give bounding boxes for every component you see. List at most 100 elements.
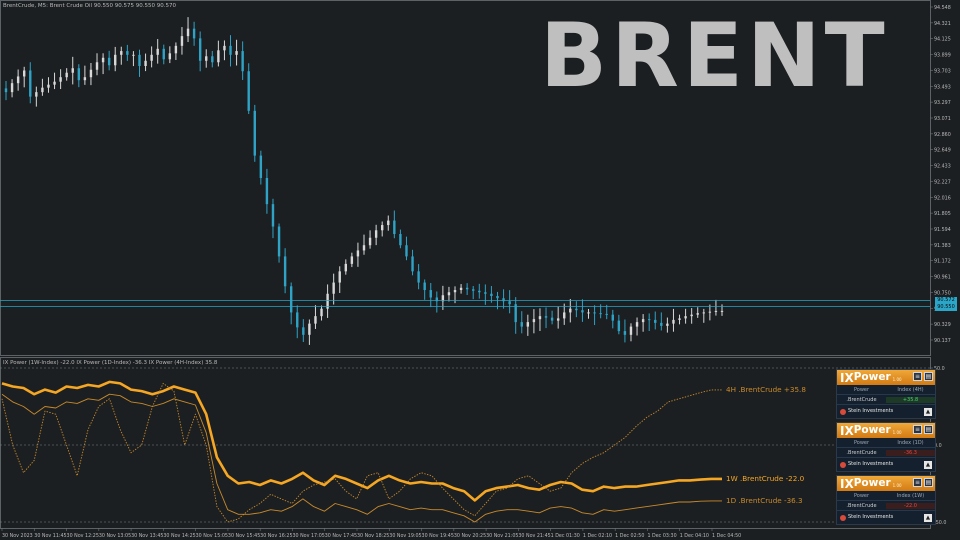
candle-body xyxy=(314,316,317,324)
candle-body xyxy=(514,304,517,323)
logo-power: Power xyxy=(853,424,891,437)
candle-body xyxy=(150,54,153,61)
candle-body xyxy=(107,57,111,66)
candle-body xyxy=(387,220,390,226)
candle-body xyxy=(690,314,693,317)
alert-bell-icon[interactable]: ▲ xyxy=(924,407,932,416)
alert-bell-icon[interactable]: ▲ xyxy=(924,460,932,469)
level-tick-label: 0.0 xyxy=(934,443,942,449)
candle-body xyxy=(581,310,584,313)
candle-body xyxy=(635,322,639,327)
candle-body xyxy=(447,292,451,296)
candle-body xyxy=(344,263,347,272)
panel-header: IX Power 1.00 ≡ ▤ xyxy=(837,476,935,491)
candle-body xyxy=(29,70,32,97)
price-tick-label: 93.703 xyxy=(934,68,951,74)
col-index-header: Index (1W) xyxy=(896,492,925,499)
candle-body xyxy=(332,282,335,294)
brand-name: Stein Investments xyxy=(848,407,894,414)
ix-power-panel-1w[interactable]: IX Power 1.00 ≡ ▤ Power Index (1W) .Bren… xyxy=(836,475,936,525)
candle-body xyxy=(569,308,572,313)
col-index-header: Index (4H) xyxy=(897,386,924,393)
candle-body xyxy=(496,295,499,299)
settings-icon[interactable]: ≡ xyxy=(913,478,922,487)
candle-body xyxy=(156,48,159,55)
candle-body xyxy=(435,297,439,302)
index-value: -36.3 xyxy=(886,449,935,456)
candle-body xyxy=(211,56,214,63)
index-table: Power Index (1D) .BrentCrude -36.3 xyxy=(837,438,935,458)
logo-ix: IX xyxy=(840,476,854,491)
candle-body xyxy=(563,312,566,319)
candle-body xyxy=(405,245,408,257)
candle-body xyxy=(575,308,578,311)
time-tick-label: 30 Nov 12:25 xyxy=(67,533,99,539)
candle-body xyxy=(593,312,596,314)
candle-body xyxy=(429,290,432,298)
candle-body xyxy=(520,322,523,327)
price-tick-label: 92.649 xyxy=(934,148,951,154)
price-tick-label: 92.016 xyxy=(934,195,951,201)
time-tick-label: 30 Nov 21:05 xyxy=(486,533,518,539)
candle-body xyxy=(289,286,293,313)
alert-bell-icon[interactable]: ▲ xyxy=(924,513,932,522)
candle-body xyxy=(641,319,645,323)
minimize-icon[interactable]: ▤ xyxy=(924,425,933,434)
time-tick-label: 30 Nov 13:45 xyxy=(131,533,163,539)
symbol-cell[interactable]: .BrentCrude xyxy=(846,396,877,403)
candle-body xyxy=(465,287,469,290)
time-tick-label: 1 Dec 01:30 xyxy=(551,533,580,539)
settings-icon[interactable]: ≡ xyxy=(913,425,922,434)
index-value: -22.0 xyxy=(886,502,935,509)
candle-body xyxy=(720,310,724,312)
candle-body xyxy=(599,313,602,315)
candle-body xyxy=(198,38,202,61)
series-label-4h: 4H .BrentCrude +35.8 xyxy=(726,385,806,394)
candle-body xyxy=(174,45,178,54)
candle-body xyxy=(556,318,560,321)
candle-body xyxy=(23,70,26,77)
time-tick-label: 30 Nov 17:45 xyxy=(325,533,357,539)
candle-body xyxy=(696,313,699,315)
candle-body xyxy=(308,323,311,335)
price-frame xyxy=(0,0,931,356)
candle-body xyxy=(180,36,184,46)
minimize-icon[interactable]: ▤ xyxy=(924,372,933,381)
candle-body xyxy=(320,308,323,317)
candle-body xyxy=(605,313,608,315)
candle-body xyxy=(684,316,687,319)
symbol-cell[interactable]: .BrentCrude xyxy=(846,502,877,509)
series-label-1d: 1D .BrentCrude -36.3 xyxy=(726,496,803,505)
price-tick-label: 91.805 xyxy=(934,211,951,217)
candle-body xyxy=(235,51,238,55)
candle-body xyxy=(544,316,548,318)
candle-body xyxy=(265,178,269,205)
ix-power-panel-1d[interactable]: IX Power 1.00 ≡ ▤ Power Index (1D) .Bren… xyxy=(836,422,936,472)
symbol-cell[interactable]: .BrentCrude xyxy=(846,449,877,456)
candle-body xyxy=(271,204,275,227)
time-tick-label: 30 Nov 13:05 xyxy=(99,533,131,539)
ix-power-panel-4h[interactable]: IX Power 1.00 ≡ ▤ Power Index (4H) .Bren… xyxy=(836,369,936,419)
price-tick-label: 91.594 xyxy=(934,227,951,233)
candle-body xyxy=(4,88,8,93)
candle-body xyxy=(186,28,190,37)
candle-body xyxy=(393,220,396,235)
minimize-icon[interactable]: ▤ xyxy=(924,478,933,487)
settings-icon[interactable]: ≡ xyxy=(913,372,922,381)
candle-body xyxy=(126,51,129,55)
candle-body xyxy=(356,250,360,257)
col-index-header: Index (1D) xyxy=(897,439,924,446)
candle-body xyxy=(417,271,420,283)
candle-body xyxy=(101,57,105,63)
candle-body xyxy=(277,226,281,257)
candle-body xyxy=(10,83,14,93)
candle-body xyxy=(114,54,117,66)
time-tick-label: 30 Nov 19:45 xyxy=(422,533,454,539)
time-tick-label: 1 Dec 04:10 xyxy=(680,533,709,539)
candle-body xyxy=(35,92,38,97)
candle-body xyxy=(550,317,554,321)
price-tick-label: 92.860 xyxy=(934,132,951,138)
col-power-header: Power xyxy=(853,386,870,393)
